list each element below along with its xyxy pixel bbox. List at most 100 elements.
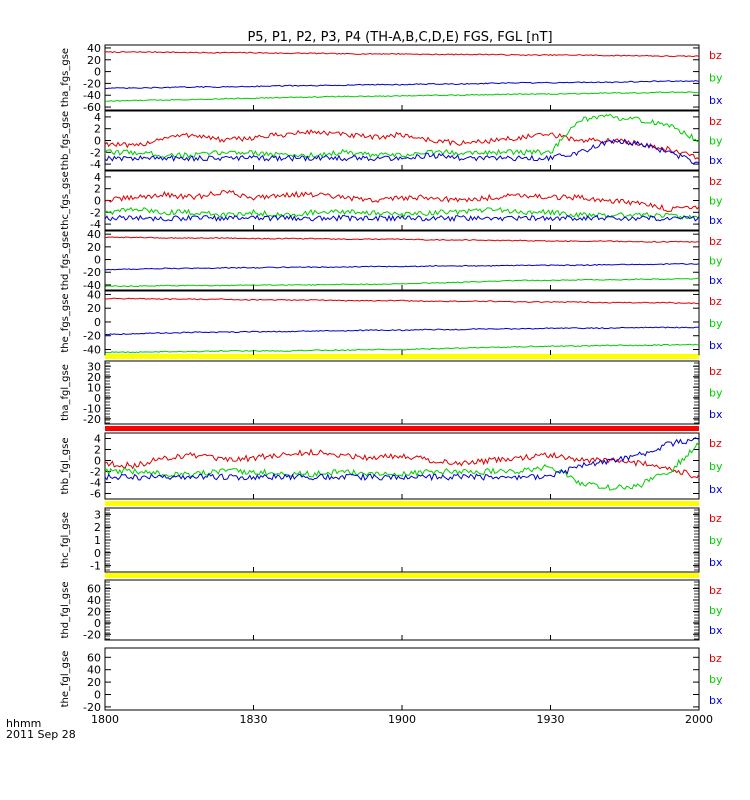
legend-bz: bz <box>709 584 722 597</box>
y-tick-label: -2 <box>90 206 101 219</box>
panel-thb_fgs_gse: 420-2-4 thb_fgs_gse bz by bx <box>60 110 723 171</box>
legend-bz: bz <box>709 115 722 128</box>
series-line-bx <box>104 437 700 482</box>
y-tick-label: 40 <box>87 42 101 55</box>
y-tick-label: 4 <box>94 111 101 124</box>
legend-bz: bz <box>709 175 722 188</box>
y-axis-label: tha_fgl_gse <box>60 364 71 421</box>
y-tick-label: 20 <box>87 371 101 384</box>
y-tick-label: -4 <box>90 218 101 231</box>
y-tick-label: -4 <box>90 477 101 490</box>
y-tick-label: 60 <box>87 583 101 596</box>
y-tick-label: 3 <box>94 508 101 521</box>
x-tick-label: 1830 <box>240 713 268 726</box>
panel-frame <box>104 507 700 573</box>
y-tick-label: -4 <box>90 158 101 171</box>
legend-bx: bx <box>709 214 723 227</box>
legend-bx: bx <box>709 154 723 167</box>
y-axis-label: thb_fgs_gse <box>60 111 71 170</box>
y-tick-label: 4 <box>94 433 101 446</box>
legend-bx: bx <box>709 94 723 107</box>
series-line-by <box>104 343 700 354</box>
series-line-bx <box>105 326 700 336</box>
x-axis: 1800 1830 1900 1930 2000 <box>91 105 713 726</box>
legend-bx: bx <box>709 694 723 707</box>
y-axis-label: the_fgs_gse <box>60 293 71 352</box>
y-tick-label: 4 <box>94 171 101 184</box>
y-tick-label: 0 <box>94 617 101 630</box>
y-tick-label: 1 <box>94 534 101 547</box>
panel-thb_fgl_gse: 420-2-4-6 thb_fgl_gse bz by bx <box>60 426 723 501</box>
legend-by: by <box>709 255 723 268</box>
y-axis-label: the_fgl_gse <box>60 651 71 708</box>
legend-by: by <box>709 72 723 85</box>
y-tick-label: 20 <box>87 676 101 689</box>
series-line-bx <box>104 80 700 90</box>
series-line-bz <box>104 51 700 58</box>
y-tick-label: 0 <box>94 195 101 208</box>
legend-bz: bz <box>709 365 722 378</box>
y-tick-label: -20 <box>83 413 101 426</box>
y-axis-label: thc_fgl_gse <box>60 512 71 568</box>
series-line-bx <box>104 214 700 223</box>
y-tick-label: 2 <box>94 123 101 136</box>
y-tick-label: 0 <box>94 689 101 702</box>
legend-bz: bz <box>709 295 722 308</box>
y-tick-label: 20 <box>87 54 101 67</box>
y-tick-label: 40 <box>87 664 101 677</box>
series-line-by <box>104 442 700 491</box>
series-line-bz <box>104 297 700 305</box>
legend-bx: bx <box>709 624 723 637</box>
legend-by: by <box>709 317 723 330</box>
y-tick-label: -1 <box>90 560 101 573</box>
panel-frame <box>104 579 700 641</box>
series-line-bz <box>104 189 700 213</box>
series-line-bz <box>104 448 700 479</box>
date-label: 2011 Sep 28 <box>6 728 76 741</box>
legend-bx: bx <box>709 408 723 421</box>
y-tick-label: -6 <box>90 488 101 501</box>
legend-bz: bz <box>709 437 722 450</box>
legend-by: by <box>709 460 723 473</box>
y-tick-label: 0 <box>94 547 101 560</box>
y-tick-label: 0 <box>94 254 101 267</box>
y-tick-label: -60 <box>83 101 101 114</box>
y-tick-label: -2 <box>90 466 101 479</box>
legend-bz: bz <box>709 235 722 248</box>
status-bar-yellow <box>105 354 699 359</box>
legend-by: by <box>709 534 723 547</box>
y-tick-label: 0 <box>94 316 101 329</box>
series-line-by <box>104 91 700 102</box>
x-tick-label: 1800 <box>91 713 119 726</box>
y-tick-label: 2 <box>94 183 101 196</box>
y-tick-label: 40 <box>87 594 101 607</box>
panel-thc_fgs_gse: 420-2-4 thc_fgs_gse bz by bx <box>60 170 723 231</box>
chart-title: P5, P1, P2, P3, P4 (TH-A,B,C,D,E) FGS, F… <box>247 30 552 45</box>
status-bar-yellow <box>105 501 699 506</box>
time-format-label: hhmm <box>6 717 41 730</box>
series-line-bz <box>105 236 699 243</box>
x-tick-label: 2000 <box>685 713 713 726</box>
legend-by: by <box>709 673 723 686</box>
y-axis-label: tha_fgs_gse <box>60 48 71 107</box>
y-tick-label: 40 <box>87 288 101 301</box>
y-axis-label: thd_fgl_gse <box>60 582 71 639</box>
y-tick-label: -20 <box>83 266 101 279</box>
y-tick-label: 0 <box>94 392 101 405</box>
series-line-bx <box>104 262 700 271</box>
y-tick-label: 40 <box>87 228 101 241</box>
legend-by: by <box>709 604 723 617</box>
y-axis-label: thb_fgl_gse <box>60 438 71 495</box>
y-tick-label: 30 <box>87 360 101 373</box>
y-tick-label: -20 <box>83 330 101 343</box>
legend-bx: bx <box>709 483 723 496</box>
legend-by: by <box>709 195 723 208</box>
y-tick-label: 2 <box>94 444 101 457</box>
y-tick-label: -20 <box>83 77 101 90</box>
